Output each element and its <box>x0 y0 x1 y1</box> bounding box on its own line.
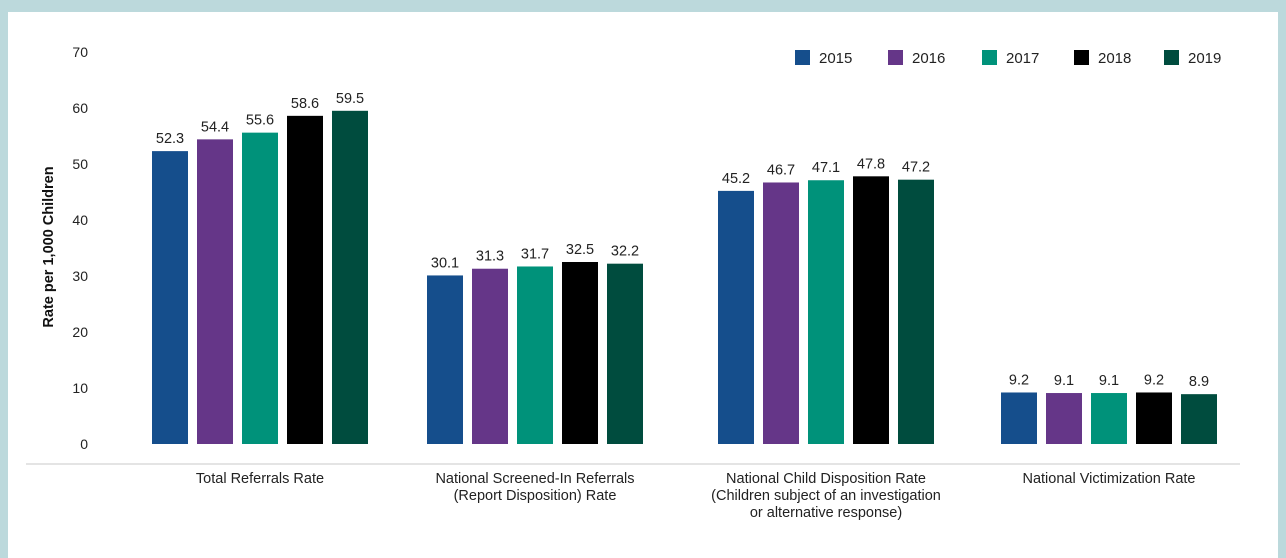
category-label: National Child Disposition Rate <box>726 471 926 487</box>
y-tick-label: 60 <box>72 100 88 116</box>
legend-swatch-2015 <box>795 50 810 65</box>
value-label: 31.3 <box>476 249 504 265</box>
bar-2017-cat-3 <box>1091 393 1127 444</box>
value-label: 47.1 <box>812 160 840 176</box>
category-label: National Screened-In Referrals <box>435 471 634 487</box>
value-label: 47.8 <box>857 156 885 172</box>
bar-2016-cat-1 <box>472 268 508 444</box>
bar-2017-cat-2 <box>808 180 844 445</box>
bar-2018-cat-3 <box>1136 392 1172 444</box>
value-label: 8.9 <box>1189 374 1209 390</box>
bar-2015-cat-2 <box>718 190 754 444</box>
value-label: 46.7 <box>767 162 795 178</box>
value-label: 58.6 <box>291 96 319 112</box>
legend-swatch-2018 <box>1074 50 1089 65</box>
y-tick-label: 0 <box>80 436 88 452</box>
legend-label-2016: 2016 <box>912 50 945 67</box>
bar-2019-cat-3 <box>1181 394 1217 444</box>
value-label: 59.5 <box>336 91 364 107</box>
category-label: Total Referrals Rate <box>196 471 324 487</box>
y-tick-label: 10 <box>72 380 88 396</box>
value-label: 54.4 <box>201 119 229 135</box>
bars <box>152 110 1217 445</box>
legend-swatch-2016 <box>888 50 903 65</box>
bar-2015-cat-0 <box>152 151 188 444</box>
value-label: 9.2 <box>1009 372 1029 388</box>
value-label: 55.6 <box>246 113 274 129</box>
legend-label-2017: 2017 <box>1006 50 1039 67</box>
value-label: 52.3 <box>156 131 184 147</box>
y-tick-label: 70 <box>72 44 88 60</box>
legend-label-2018: 2018 <box>1098 50 1131 67</box>
bar-2018-cat-2 <box>853 176 889 444</box>
value-label: 32.2 <box>611 244 639 260</box>
y-axis-ticks: 0 10 20 30 40 50 60 70 <box>72 44 88 452</box>
category-label: (Report Disposition) Rate <box>454 488 617 504</box>
y-axis-label: Rate per 1,000 Children <box>41 166 57 327</box>
bar-2019-cat-2 <box>898 179 934 444</box>
category-label: or alternative response) <box>750 505 902 521</box>
bar-2018-cat-0 <box>287 115 323 444</box>
value-label: 45.2 <box>722 171 750 187</box>
value-label: 9.1 <box>1099 373 1119 389</box>
value-labels: 52.3 30.1 45.2 9.2 54.4 31.3 46.7 9.1 55.6 31.7 47… <box>156 91 1209 390</box>
value-label: 9.1 <box>1054 373 1074 389</box>
value-label: 9.2 <box>1144 372 1164 388</box>
category-label: National Victimization Rate <box>1022 471 1195 487</box>
legend: 2015 2016 2017 2018 2019 <box>795 50 1221 67</box>
bar-2016-cat-3 <box>1046 393 1082 444</box>
category-label: (Children subject of an investigation <box>711 488 941 504</box>
chart-frame: Rate per 1,000 Children 0 10 20 30 40 50 60 70 … <box>8 12 1278 558</box>
y-tick-label: 40 <box>72 212 88 228</box>
value-label: 30.1 <box>431 255 459 271</box>
bar-chart: Rate per 1,000 Children 010203040506070 … <box>26 44 1240 521</box>
bar-2016-cat-2 <box>763 182 799 445</box>
value-label: 47.2 <box>902 160 930 176</box>
value-label: 32.5 <box>566 242 594 258</box>
bar-2019-cat-1 <box>607 263 643 444</box>
bar-2015-cat-3 <box>1001 392 1037 444</box>
legend-label-2015: 2015 <box>819 50 852 67</box>
legend-label-2019: 2019 <box>1188 50 1221 67</box>
legend-swatch-2019 <box>1164 50 1179 65</box>
legend-swatch-2017 <box>982 50 997 65</box>
value-label: 31.7 <box>521 246 549 262</box>
bar-2019-cat-0 <box>332 110 368 445</box>
bar-2017-cat-1 <box>517 266 553 444</box>
y-tick-label: 30 <box>72 268 88 284</box>
y-tick-label: 50 <box>72 156 88 172</box>
y-tick-label: 20 <box>72 324 88 340</box>
bar-2018-cat-1 <box>562 262 598 444</box>
bar-2017-cat-0 <box>242 132 278 444</box>
bar-2016-cat-0 <box>197 139 233 445</box>
category-labels: Total Referrals Rate National Screened-In… <box>196 471 1196 521</box>
bar-2015-cat-1 <box>427 275 463 444</box>
